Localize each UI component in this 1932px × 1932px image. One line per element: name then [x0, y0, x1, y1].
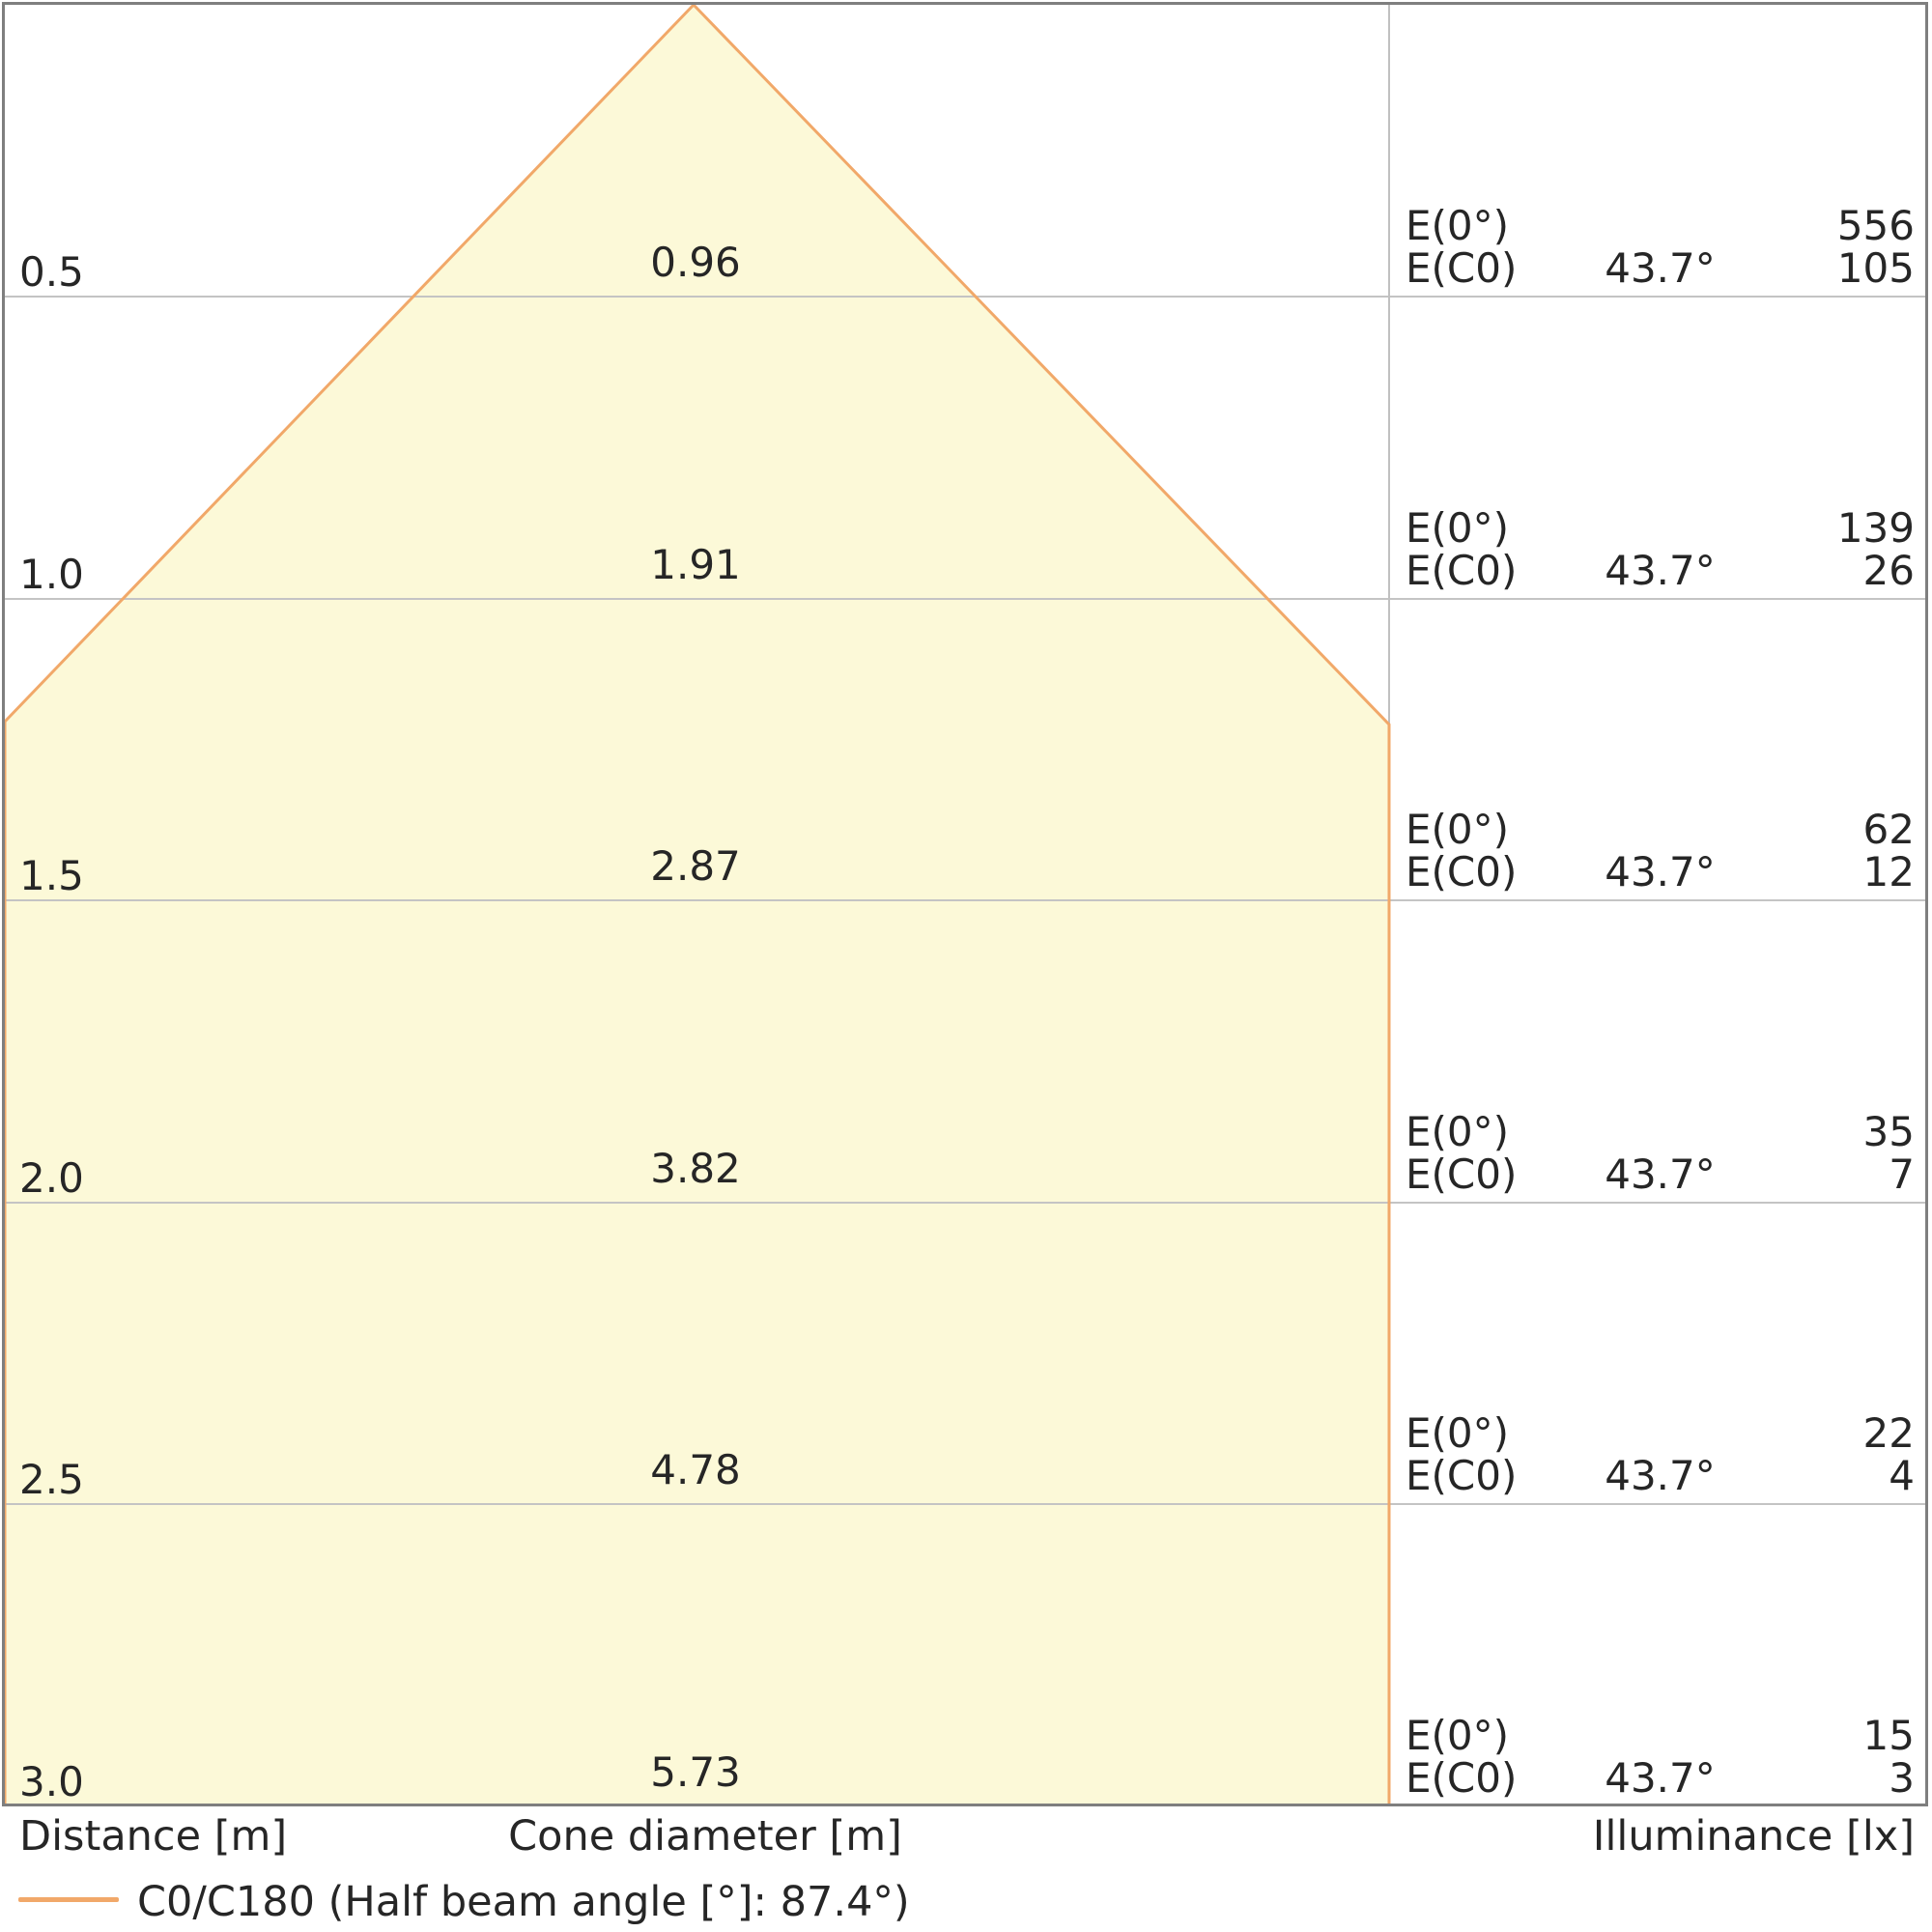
ec0-value: 26: [1862, 547, 1915, 594]
ec0-label: E(C0): [1406, 1452, 1518, 1499]
illuminance-row: E(0°) 139 E(C0) 43.7° 26: [1406, 507, 1915, 592]
ec0-value: 105: [1836, 244, 1915, 292]
cone-diameter-value: 1.91: [650, 541, 741, 588]
ec0-line: E(C0) 43.7° 7: [1406, 1153, 1915, 1196]
cone-diameter-value: 4.78: [650, 1446, 741, 1493]
axis-label-cone-diameter: Cone diameter [m]: [508, 1812, 902, 1861]
e0-label: E(0°): [1406, 1712, 1510, 1759]
ec0-line: E(C0) 43.7° 4: [1406, 1455, 1915, 1497]
e0-label: E(0°): [1406, 202, 1510, 249]
ec0-line: E(C0) 43.7° 26: [1406, 550, 1915, 592]
illuminance-row: E(0°) 556 E(C0) 43.7° 105: [1406, 205, 1915, 290]
ec0-label: E(C0): [1406, 1151, 1518, 1198]
ec0-value: 7: [1889, 1151, 1915, 1198]
e0-label: E(0°): [1406, 1409, 1510, 1457]
distance-gridlines: [5, 296, 1925, 1505]
cone-diameter-value: 0.96: [650, 239, 741, 286]
ec0-value: 4: [1889, 1452, 1915, 1499]
distance-label: 1.0: [19, 551, 84, 598]
legend-label: C0/C180 (Half beam angle [°]: 87.4°): [137, 1878, 910, 1926]
beam-angle-value: 43.7°: [1605, 244, 1716, 292]
ec0-label: E(C0): [1406, 1754, 1518, 1802]
beam-angle-value: 43.7°: [1605, 1151, 1716, 1198]
beam-angle-value: 43.7°: [1605, 1754, 1716, 1802]
illuminance-row: E(0°) 62 E(C0) 43.7° 12: [1406, 809, 1915, 894]
ec0-label: E(C0): [1406, 848, 1518, 895]
distance-label: 2.5: [19, 1456, 84, 1503]
illuminance-row: E(0°) 35 E(C0) 43.7° 7: [1406, 1111, 1915, 1196]
e0-value: 22: [1862, 1409, 1915, 1457]
beam-angle-value: 43.7°: [1605, 848, 1716, 895]
ec0-value: 12: [1862, 848, 1915, 895]
ec0-value: 3: [1889, 1754, 1915, 1802]
illuminance-row: E(0°) 22 E(C0) 43.7° 4: [1406, 1412, 1915, 1497]
cone-diameter-value: 2.87: [650, 842, 741, 890]
ec0-label: E(C0): [1406, 244, 1518, 292]
ec0-line: E(C0) 43.7° 3: [1406, 1757, 1915, 1800]
ec0-label: E(C0): [1406, 547, 1518, 594]
beam-angle-value: 43.7°: [1605, 1452, 1716, 1499]
e0-line: E(0°) 15: [1406, 1715, 1915, 1757]
e0-label: E(0°): [1406, 504, 1510, 552]
e0-line: E(0°) 22: [1406, 1412, 1915, 1455]
e0-line: E(0°) 62: [1406, 809, 1915, 851]
e0-label: E(0°): [1406, 806, 1510, 853]
axis-label-illuminance: Illuminance [lx]: [1592, 1812, 1915, 1861]
beam-cone-outline: [5, 5, 1391, 1804]
beam-angle-value: 43.7°: [1605, 547, 1716, 594]
cone-diameter-value: 3.82: [650, 1145, 741, 1192]
distance-label: 3.0: [19, 1758, 84, 1805]
e0-label: E(0°): [1406, 1108, 1510, 1155]
illuminance-row: E(0°) 15 E(C0) 43.7° 3: [1406, 1715, 1915, 1800]
e0-value: 139: [1836, 504, 1915, 552]
chart-area: [2, 2, 1928, 1806]
axis-label-distance: Distance [m]: [19, 1812, 288, 1861]
e0-line: E(0°) 556: [1406, 205, 1915, 247]
legend-line-sample: [18, 1897, 119, 1902]
beam-cone-fill: [5, 5, 1389, 1804]
e0-value: 35: [1862, 1108, 1915, 1155]
distance-label: 1.5: [19, 852, 84, 899]
cone-diameter-value: 5.73: [650, 1748, 741, 1796]
e0-line: E(0°) 139: [1406, 507, 1915, 550]
ec0-line: E(C0) 43.7° 12: [1406, 851, 1915, 894]
e0-line: E(0°) 35: [1406, 1111, 1915, 1153]
distance-label: 0.5: [19, 248, 84, 296]
distance-label: 2.0: [19, 1154, 84, 1202]
e0-value: 15: [1862, 1712, 1915, 1759]
ec0-line: E(C0) 43.7° 105: [1406, 247, 1915, 290]
e0-value: 62: [1862, 806, 1915, 853]
e0-value: 556: [1836, 202, 1915, 249]
cone-chart-canvas: [5, 5, 1925, 1804]
